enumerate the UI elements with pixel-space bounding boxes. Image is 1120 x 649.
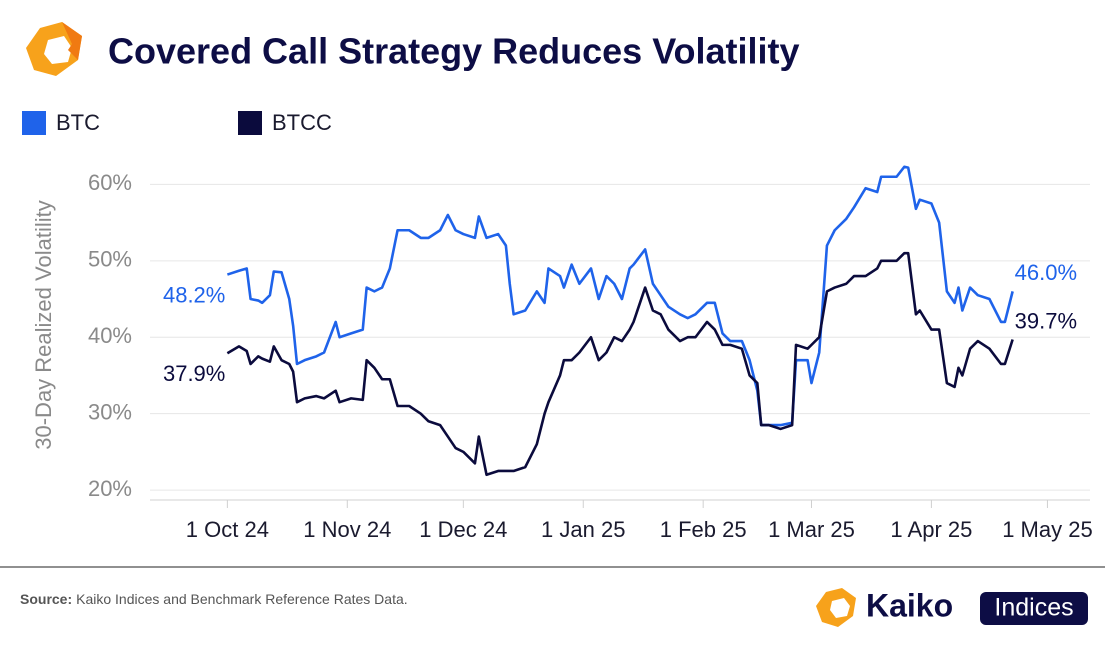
title-logo [26, 22, 82, 76]
x-tick-label: 1 Oct 24 [186, 517, 269, 542]
logo-hole [44, 36, 72, 64]
data-label: 46.0% [1015, 260, 1077, 285]
y-tick-label: 20% [88, 476, 132, 501]
brand-icon-hole [830, 598, 850, 618]
legend-swatch [238, 111, 262, 135]
brand-name: Kaiko [866, 587, 953, 623]
x-tick-label: 1 Apr 25 [890, 517, 972, 542]
x-tick-label: 1 Dec 24 [419, 517, 507, 542]
legend-label: BTC [56, 110, 100, 135]
x-tick-label: 1 Nov 24 [303, 517, 391, 542]
data-label: 39.7% [1015, 308, 1077, 333]
source: Source: Kaiko Indices and Benchmark Refer… [20, 591, 408, 607]
x-tick-label: 1 Feb 25 [660, 517, 747, 542]
x-tick-label: 1 May 25 [1002, 517, 1093, 542]
series-line [226, 251, 1014, 477]
data-label: 37.9% [163, 361, 225, 386]
source-text: Kaiko Indices and Benchmark Reference Ra… [76, 591, 408, 607]
y-tick-label: 60% [88, 170, 132, 195]
brand-badge-text: Indices [994, 594, 1073, 622]
brand-badge [980, 592, 1088, 625]
logo-shade [62, 22, 82, 60]
y-tick-label: 30% [88, 399, 132, 424]
data-label: 48.2% [163, 282, 225, 307]
chart-title: Covered Call Strategy Reduces Volatility [108, 31, 800, 72]
y-tick-label: 50% [88, 247, 132, 272]
legend-label: BTCC [272, 110, 332, 135]
y-tick-label: 40% [88, 323, 132, 348]
series-line [226, 165, 1014, 427]
legend-swatch [22, 111, 46, 135]
legend: BTC BTCC [22, 110, 332, 135]
source-label: Source: [20, 591, 72, 607]
brand-logo: Kaiko Indices [816, 587, 1088, 627]
x-tick-label: 1 Mar 25 [768, 517, 855, 542]
x-tick-label: 1 Jan 25 [541, 517, 625, 542]
y-axis-label: 30-Day Realized Volatility [31, 200, 56, 449]
